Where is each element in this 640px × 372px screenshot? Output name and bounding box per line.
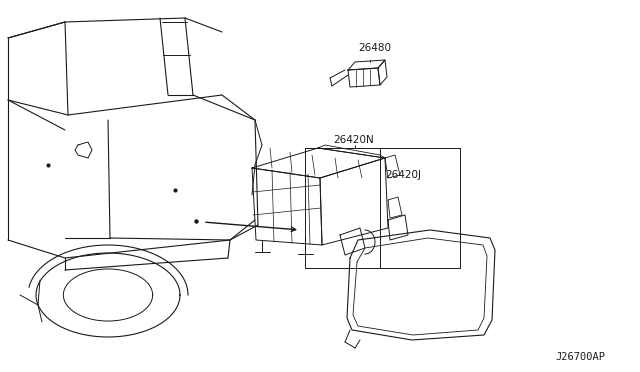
Text: 26480: 26480 — [358, 43, 391, 53]
Text: 26420J: 26420J — [385, 170, 421, 180]
Text: 26420N: 26420N — [333, 135, 374, 145]
Text: J26700AP: J26700AP — [555, 352, 605, 362]
